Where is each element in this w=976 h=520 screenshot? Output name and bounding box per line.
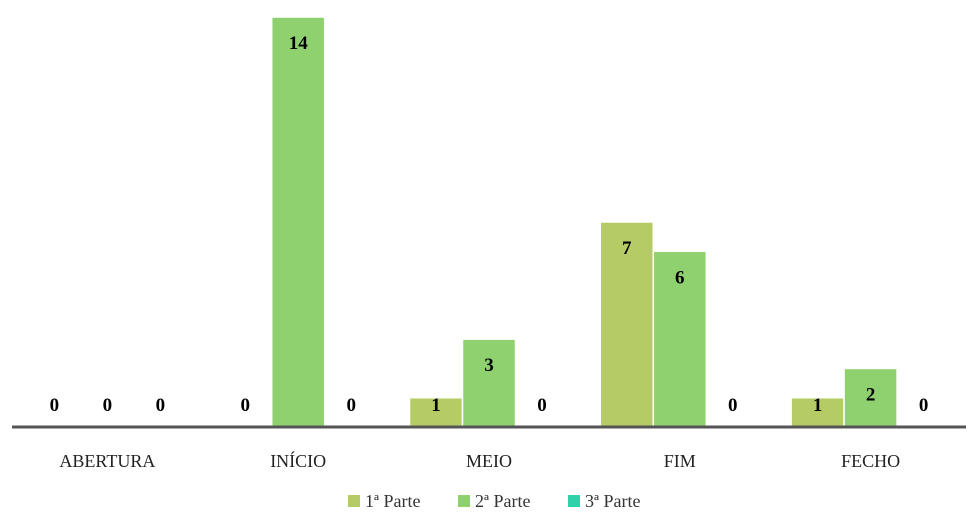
legend-swatch-series-2 — [458, 495, 470, 507]
category-label-fim: FIM — [664, 451, 696, 471]
legend-label-series-3: 3ª Parte — [585, 491, 640, 511]
bar-fim-series-1 — [599, 221, 655, 428]
bar-início-series-2 — [270, 16, 326, 428]
data-label-meio-series-2: 3 — [484, 355, 494, 376]
category-label-meio: MEIO — [466, 451, 512, 471]
legend-swatch-series-1 — [348, 495, 360, 507]
legend: 1ª Parte 2ª Parte 3ª Parte — [348, 491, 640, 511]
data-labels-group: 0 0 0 0 14 0 1 3 0 7 6 0 1 2 0 — [50, 33, 929, 416]
data-label-fecho-series-1: 1 — [813, 395, 823, 416]
data-label-meio-series-1: 1 — [431, 395, 441, 416]
category-label-abertura: ABERTURA — [59, 451, 155, 471]
data-label-início-series-3: 0 — [346, 395, 356, 416]
bar-meio-series-2 — [461, 338, 517, 428]
legend-label-series-1: 1ª Parte — [365, 491, 420, 511]
data-label-início-series-2: 14 — [289, 33, 309, 54]
data-label-fim-series-3: 0 — [728, 395, 738, 416]
legend-label-series-2: 2ª Parte — [475, 491, 530, 511]
data-label-fim-series-2: 6 — [675, 267, 685, 288]
data-label-fecho-series-3: 0 — [919, 395, 929, 416]
data-label-meio-series-3: 0 — [537, 395, 547, 416]
bars-group — [270, 16, 898, 428]
category-labels-group: ABERTURA INÍCIO MEIO FIM FECHO — [59, 450, 900, 471]
data-label-início-series-1: 0 — [240, 395, 250, 416]
data-label-abertura-series-2: 0 — [103, 395, 113, 416]
data-label-fim-series-1: 7 — [622, 238, 632, 259]
data-label-abertura-series-1: 0 — [50, 395, 60, 416]
data-label-abertura-series-3: 0 — [156, 395, 166, 416]
data-label-fecho-series-2: 2 — [866, 384, 876, 405]
bar-fim-series-2 — [652, 250, 708, 428]
category-label-fecho: FECHO — [841, 451, 900, 471]
category-label-início: INÍCIO — [270, 450, 326, 471]
legend-swatch-series-3 — [568, 495, 580, 507]
